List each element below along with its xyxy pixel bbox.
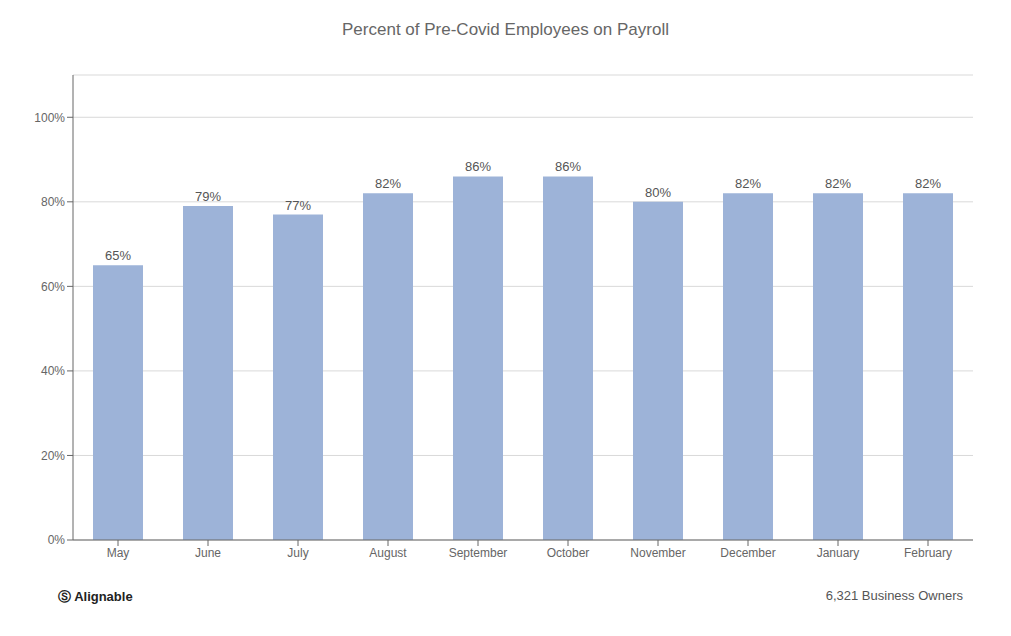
svg-text:86%: 86% bbox=[465, 159, 491, 174]
svg-text:20%: 20% bbox=[41, 449, 65, 463]
svg-text:40%: 40% bbox=[41, 364, 65, 378]
svg-text:May: May bbox=[107, 546, 130, 560]
svg-text:November: November bbox=[630, 546, 685, 560]
svg-text:October: October bbox=[547, 546, 590, 560]
svg-text:82%: 82% bbox=[825, 176, 851, 191]
svg-text:100%: 100% bbox=[34, 111, 65, 125]
svg-text:82%: 82% bbox=[735, 176, 761, 191]
svg-text:80%: 80% bbox=[645, 185, 671, 200]
svg-text:60%: 60% bbox=[41, 280, 65, 294]
svg-text:September: September bbox=[449, 546, 508, 560]
html-text:6,321 Business Owners: 6,321 Business Owners bbox=[825, 588, 963, 603]
svg-text:August: August bbox=[369, 546, 407, 560]
svg-text:86%: 86% bbox=[555, 159, 581, 174]
svg-text:February: February bbox=[904, 546, 952, 560]
svg-text:65%: 65% bbox=[105, 248, 131, 263]
svg-text:July: July bbox=[287, 546, 308, 560]
html-text:Percent of Pre-Covid Employees: Percent of Pre-Covid Employees on Payrol… bbox=[342, 20, 669, 39]
html-text:Ⓢ Alignable: Ⓢ Alignable bbox=[58, 589, 133, 604]
svg-text:0%: 0% bbox=[48, 533, 66, 547]
svg-text:December: December bbox=[720, 546, 775, 560]
svg-text:77%: 77% bbox=[285, 198, 311, 213]
svg-text:82%: 82% bbox=[375, 176, 401, 191]
svg-text:January: January bbox=[817, 546, 860, 560]
svg-text:June: June bbox=[195, 546, 221, 560]
svg-text:82%: 82% bbox=[915, 176, 941, 191]
svg-text:80%: 80% bbox=[41, 195, 65, 209]
svg-text:79%: 79% bbox=[195, 189, 221, 204]
